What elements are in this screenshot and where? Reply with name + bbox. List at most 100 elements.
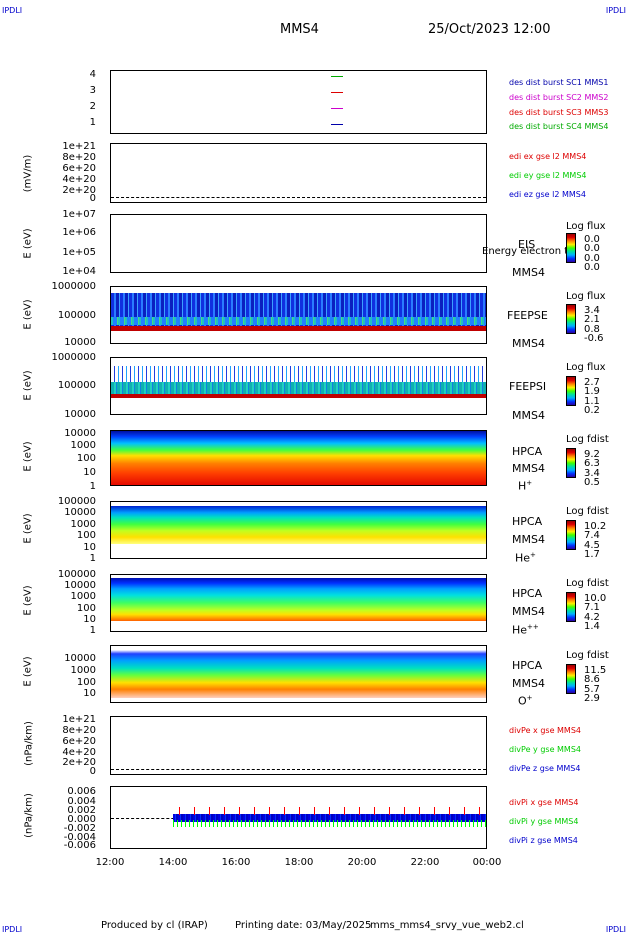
spacecraft-label: MMS4 (512, 337, 545, 350)
spectrogram-band (111, 578, 486, 621)
colorbar-value: 1.9 (584, 386, 600, 397)
spacecraft-label: MMS4 (512, 409, 545, 422)
corner-label-tr: IPDLI (605, 6, 626, 15)
y-tick: 1000 (70, 591, 96, 602)
y-tick: 8e+20 (62, 152, 96, 163)
y-tick: -0.004 (63, 832, 96, 843)
colorbar-value: 1.1 (584, 396, 600, 407)
legend-mms2: des dist burst SC2 MMS2 (509, 93, 609, 102)
colorbar-value: 4.5 (584, 540, 600, 551)
colorbar-value: 9.2 (584, 449, 600, 460)
y-tick: 0 (89, 193, 96, 204)
y-tick: 4e+20 (62, 747, 96, 758)
corner-label-bl: IPDLI (2, 925, 23, 934)
colorbar-title: Log flux (566, 362, 606, 373)
colorbar (566, 520, 576, 550)
colorbar-value: 3.4 (584, 468, 600, 479)
instrument-label: FEEPSI (509, 380, 547, 393)
species-name: He (515, 551, 531, 565)
spectrogram-band (111, 431, 486, 485)
legend-divpe-x: divPe x gse MMS4 (509, 726, 581, 735)
x-tick: 18:00 (284, 857, 314, 868)
y-tick: 1e+21 (62, 714, 96, 725)
colorbar-value: 1.7 (584, 549, 600, 560)
colorbar-value: 0.0 (584, 253, 600, 264)
y-tick: 8e+20 (62, 725, 96, 736)
y-tick: 1e+05 (62, 247, 96, 258)
x-tick: 14:00 (158, 857, 188, 868)
colorbar (566, 664, 576, 694)
y-tick: 100 (76, 530, 96, 541)
colorbar-title: Log flux (566, 221, 606, 232)
species-charge: + (526, 694, 533, 702)
y-tick: 10000 (64, 337, 96, 348)
spectrogram-band (111, 506, 486, 544)
y-tick: 10 (83, 688, 96, 699)
y-tick: -0.002 (63, 823, 96, 834)
colorbar-value: 2.9 (584, 693, 600, 704)
legend-mms3: des dist burst SC3 MMS3 (509, 108, 609, 117)
colorbar (566, 376, 576, 406)
y-axis-label: E (eV) (22, 228, 34, 259)
panel-hpca-he2 (110, 574, 487, 632)
y-tick: -0.006 (63, 840, 96, 851)
zero-line (111, 197, 486, 198)
y-tick: 1e+04 (62, 266, 96, 277)
spacecraft-label: MMS4 (512, 462, 545, 475)
x-tick: 20:00 (347, 857, 377, 868)
y-tick: 10000 (64, 580, 96, 591)
spacecraft-label: MMS4 (512, 605, 545, 618)
panel-feepse (110, 286, 487, 344)
y-tick: 10 (83, 614, 96, 625)
instrument-label: HPCA (512, 445, 543, 458)
spectrogram-band (111, 317, 486, 325)
footer-printed: Printing date: 03/May/2025 (235, 920, 372, 931)
y-tick: 10000 (64, 653, 96, 664)
x-tick: 22:00 (410, 857, 440, 868)
y-tick: 3 (89, 85, 96, 96)
x-tick: 12:00 (95, 857, 125, 868)
legend-divpi-y: divPi y gse MMS4 (509, 817, 579, 826)
spectrogram-band (111, 650, 486, 698)
y-tick: 100000 (57, 569, 96, 580)
instrument-label: EIS (518, 238, 536, 251)
colorbar (566, 304, 576, 334)
y-tick: 4e+20 (62, 174, 96, 185)
divpi-y-trace (173, 820, 486, 827)
y-tick: 0 (89, 766, 96, 777)
colorbar (566, 448, 576, 478)
instrument-label: FEEPSE (507, 309, 548, 322)
legend-divpe-z: divPe z gse MMS4 (509, 764, 581, 773)
species-label: O+ (518, 694, 533, 708)
instrument-label: HPCA (512, 587, 543, 600)
colorbar-value: 2.7 (584, 377, 600, 388)
colorbar-value: 0.2 (584, 405, 600, 416)
spacecraft-title: MMS4 (280, 22, 319, 37)
y-tick: 6e+20 (62, 736, 96, 747)
colorbar-value: 4.2 (584, 612, 600, 623)
legend-divpe-y: divPe y gse MMS4 (509, 745, 581, 754)
mms3-marker (331, 92, 343, 93)
panel-hpca-he (110, 501, 487, 559)
y-tick: 10 (83, 542, 96, 553)
colorbar-title: Log fdist (566, 434, 609, 445)
x-tick: 00:00 (472, 857, 502, 868)
y-tick: 2e+20 (62, 757, 96, 768)
colorbar-value: 0.8 (584, 324, 600, 335)
species-name: H (518, 479, 527, 493)
colorbar-value: -0.6 (584, 333, 604, 344)
legend-divpi-x: divPi x gse MMS4 (509, 798, 579, 807)
colorbar-value: 0.5 (584, 477, 600, 488)
spectrogram-band (111, 326, 486, 331)
y-tick: 10 (83, 467, 96, 478)
species-name: He (512, 623, 528, 637)
colorbar (566, 233, 576, 263)
colorbar-value: 0.0 (584, 234, 600, 245)
y-tick: 100 (76, 677, 96, 688)
colorbar-value: 7.4 (584, 530, 600, 541)
y-tick: 1e+06 (62, 227, 96, 238)
y-tick: 1000000 (51, 352, 96, 363)
colorbar-value: 10.2 (584, 521, 607, 532)
spacecraft-label: MMS4 (512, 533, 545, 546)
spectrogram-band (111, 366, 486, 384)
